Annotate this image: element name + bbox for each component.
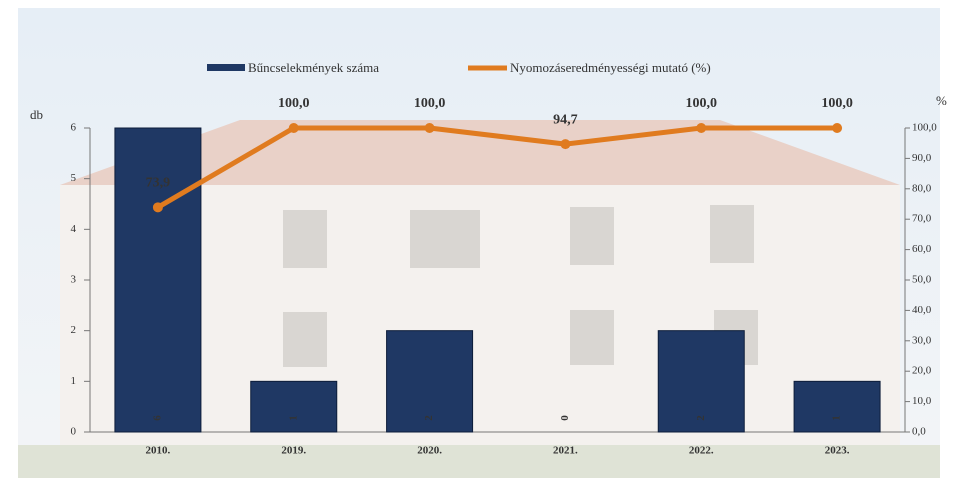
line-point [696,123,706,133]
y-tick-label: 0 [71,426,77,438]
bar-value-label: 2 [695,415,707,421]
x-tick-label: 2023. [825,445,850,457]
legend-label: Nyomozáseredményességi mutató (%) [510,60,711,75]
line-value-label: 100,0 [821,96,853,111]
line-point [153,202,163,212]
line-point [832,123,842,133]
x-tick-label: 2020. [417,445,442,457]
line-value-label: 100,0 [414,96,446,111]
line-point [560,139,570,149]
y-axis-label: db [30,107,43,122]
y2-tick-label: 80,0 [912,182,932,194]
bar [794,381,880,432]
x-tick-label: 2010. [146,445,171,457]
bar [251,381,337,432]
x-tick-label: 2019. [281,445,306,457]
bar [115,128,201,432]
x-tick-label: 2021. [553,445,578,457]
line-value-label: 73,9 [146,176,171,191]
y2-tick-label: 60,0 [912,243,932,255]
x-tick-label: 2022. [689,445,714,457]
bar-value-label: 2 [423,415,435,421]
y-tick-label: 2 [71,324,77,336]
y-tick-label: 3 [71,274,77,286]
y-tick-label: 4 [71,223,77,235]
y2-tick-label: 50,0 [912,274,932,286]
y2-tick-label: 0,0 [912,426,926,438]
bar-value-label: 1 [287,415,299,421]
y-tick-label: 6 [71,122,77,134]
y2-tick-label: 70,0 [912,213,932,225]
bar-value-label: 6 [151,415,163,421]
y2-tick-label: 10,0 [912,395,932,407]
y2-tick-label: 20,0 [912,365,932,377]
y2-tick-label: 90,0 [912,152,932,164]
y2-tick-label: 100,0 [912,122,937,134]
legend-label: Bűncselekmények száma [248,60,379,75]
line-point [289,123,299,133]
line-value-label: 94,7 [553,112,578,127]
bar-value-label: 0 [559,415,571,421]
bar-value-label: 1 [831,415,843,421]
y-tick-label: 5 [71,172,77,184]
page: db % 01234560,010,020,030,040,050,060,07… [0,0,956,486]
chart: db % 01234560,010,020,030,040,050,060,07… [0,0,956,486]
legend-swatch [207,64,245,71]
y2-axis-label: % [936,93,947,108]
line-value-label: 100,0 [686,96,718,111]
y2-tick-label: 40,0 [912,304,932,316]
y2-tick-label: 30,0 [912,334,932,346]
y-tick-label: 1 [71,375,77,387]
line-point [425,123,435,133]
line-value-label: 100,0 [278,96,310,111]
